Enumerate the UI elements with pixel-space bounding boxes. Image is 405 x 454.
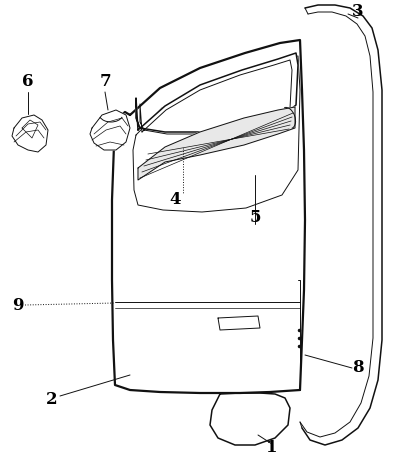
Polygon shape: [90, 110, 130, 150]
Text: 9: 9: [12, 296, 23, 314]
Text: 4: 4: [169, 192, 180, 208]
Text: 7: 7: [99, 74, 111, 90]
Polygon shape: [136, 53, 297, 132]
Polygon shape: [12, 115, 48, 152]
Text: 8: 8: [351, 360, 363, 376]
Text: 3: 3: [351, 4, 363, 20]
Polygon shape: [112, 40, 304, 393]
Text: 2: 2: [46, 391, 58, 409]
Polygon shape: [217, 316, 259, 330]
Text: 5: 5: [249, 209, 260, 227]
Polygon shape: [138, 107, 294, 180]
Polygon shape: [209, 393, 289, 445]
Text: 6: 6: [22, 74, 34, 90]
Text: 1: 1: [266, 439, 277, 454]
